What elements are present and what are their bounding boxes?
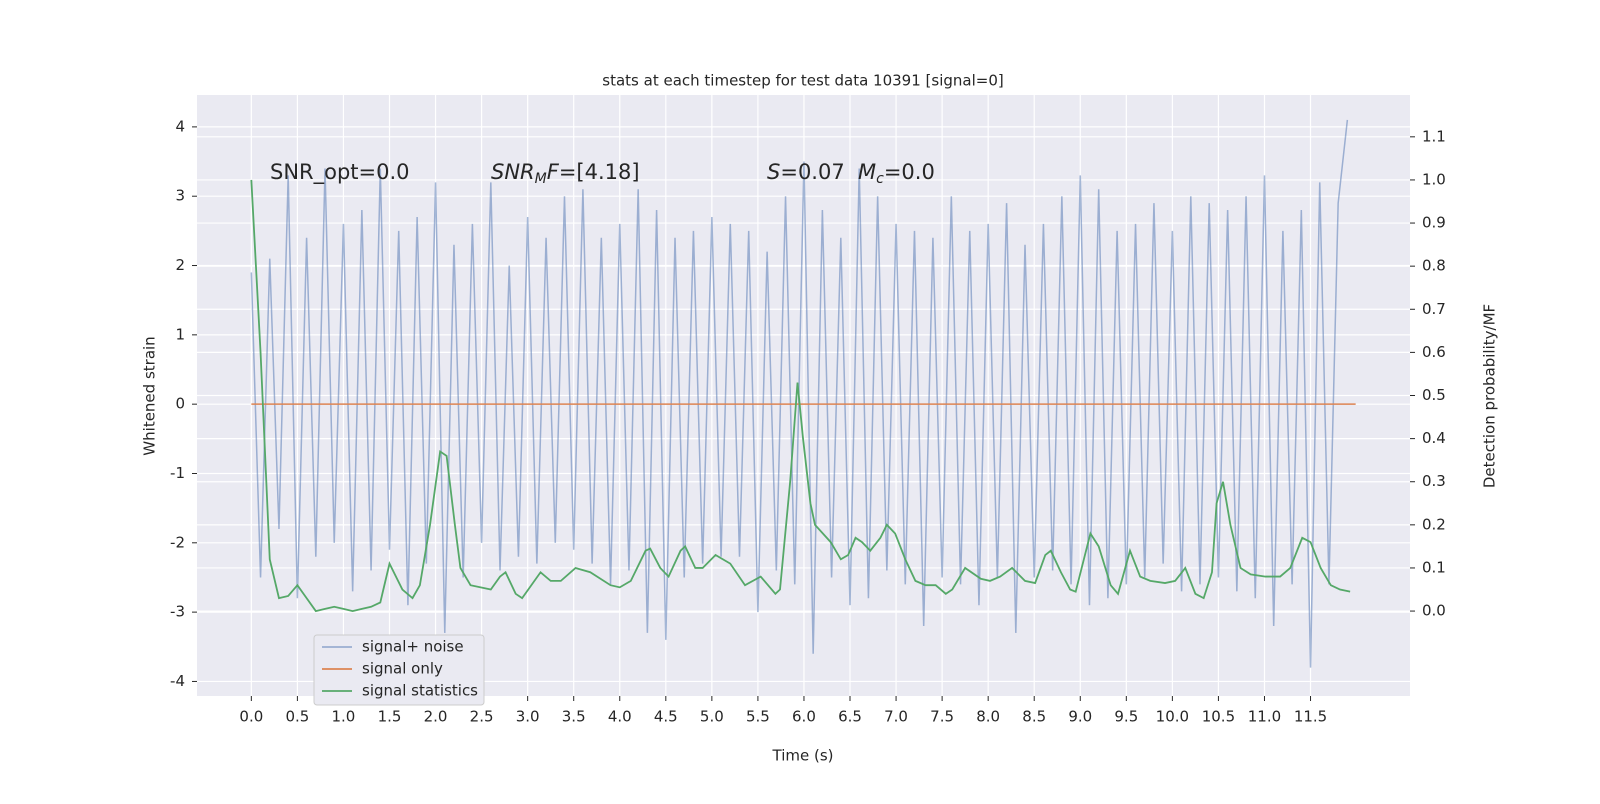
y2-tick-label: 0.0 xyxy=(1422,602,1446,620)
y2-tick-label: 0.4 xyxy=(1422,429,1446,447)
x-tick-label: 7.5 xyxy=(930,708,954,726)
y2-tick-label: 1.0 xyxy=(1422,170,1446,188)
annotation-part: M xyxy=(858,160,876,184)
y2-tick-label: 0.2 xyxy=(1422,515,1446,533)
y2-tick-label: 0.8 xyxy=(1422,257,1446,275)
x-tick-label: 8.0 xyxy=(976,708,1000,726)
y-tick-label: 0 xyxy=(175,395,185,413)
y-tick-label: -1 xyxy=(170,464,185,482)
y-tick-label: 3 xyxy=(175,187,185,205)
x-tick-label: 2.0 xyxy=(424,708,448,726)
x-tick-label: 1.5 xyxy=(378,708,402,726)
annotation: SNR_opt=0.0 xyxy=(270,160,410,185)
legend-box xyxy=(313,634,485,706)
legend-label: signal statistics xyxy=(362,682,478,700)
y2-tick-label: 0.9 xyxy=(1422,214,1446,232)
y2-tick-label: 0.3 xyxy=(1422,472,1446,490)
y2-tick-label: 0.1 xyxy=(1422,558,1446,576)
x-tick-label: 2.5 xyxy=(470,708,494,726)
annotation-part: F xyxy=(547,160,560,184)
y2-tick-label: 0.6 xyxy=(1422,343,1446,361)
annotation-part: c xyxy=(876,171,884,187)
x-tick-label: 7.0 xyxy=(884,708,908,726)
x-tick-label: 0.0 xyxy=(239,708,263,726)
annotation-part: =0.0 xyxy=(884,160,935,184)
x-tick-label: 10.5 xyxy=(1202,708,1235,726)
x-tick-label: 10.0 xyxy=(1156,708,1189,726)
x-tick-label: 6.5 xyxy=(838,708,862,726)
y2-axis-label: Detection probability/MF xyxy=(1481,304,1499,488)
annotation: Mc=0.0 xyxy=(858,160,935,187)
x-tick-label: 6.0 xyxy=(792,708,816,726)
series-line xyxy=(250,179,1351,613)
annotation-part: S xyxy=(767,160,780,184)
annotation-part: SNR xyxy=(491,160,535,184)
series-line xyxy=(250,119,1349,668)
y-tick-label: 2 xyxy=(175,256,185,274)
x-axis-label: Time (s) xyxy=(772,747,834,765)
y2-tick-label: 0.5 xyxy=(1422,386,1446,404)
x-tick-label: 3.0 xyxy=(516,708,540,726)
x-tick-label: 9.5 xyxy=(1114,708,1138,726)
legend-label: signal+ noise xyxy=(362,638,464,656)
y-tick-label: -4 xyxy=(170,672,185,690)
annotation-part: =[4.18] xyxy=(559,160,640,184)
annotation: S=0.07 xyxy=(767,160,845,184)
x-tick-label: 4.0 xyxy=(608,708,632,726)
x-tick-label: 5.5 xyxy=(746,708,770,726)
y-tick-label: 4 xyxy=(175,117,185,135)
x-tick-label: 11.5 xyxy=(1294,708,1327,726)
x-tick-label: 5.0 xyxy=(700,708,724,726)
x-tick-label: 9.0 xyxy=(1068,708,1092,726)
annotation-part: M xyxy=(535,171,547,187)
x-tick-label: 11.0 xyxy=(1248,708,1281,726)
y2-tick-label: 1.1 xyxy=(1422,127,1446,145)
x-tick-label: 0.5 xyxy=(285,708,309,726)
annotation-part: =0.07 xyxy=(780,160,844,184)
y-tick-label: -2 xyxy=(170,533,185,551)
y-axis-label: Whitened strain xyxy=(141,336,159,455)
legend-label: signal only xyxy=(362,660,443,678)
y-tick-label: 1 xyxy=(175,325,185,343)
x-tick-label: 1.0 xyxy=(332,708,356,726)
x-tick-label: 8.5 xyxy=(1022,708,1046,726)
annotation-part: SNR_opt=0.0 xyxy=(270,160,410,185)
annotation: SNRMF=[4.18] xyxy=(491,160,640,187)
y-tick-label: -3 xyxy=(170,603,185,621)
y2-tick-label: 0.7 xyxy=(1422,300,1446,318)
x-tick-label: 4.5 xyxy=(654,708,678,726)
chart-title: stats at each timestep for test data 103… xyxy=(602,72,1003,90)
x-tick-label: 3.5 xyxy=(562,708,586,726)
